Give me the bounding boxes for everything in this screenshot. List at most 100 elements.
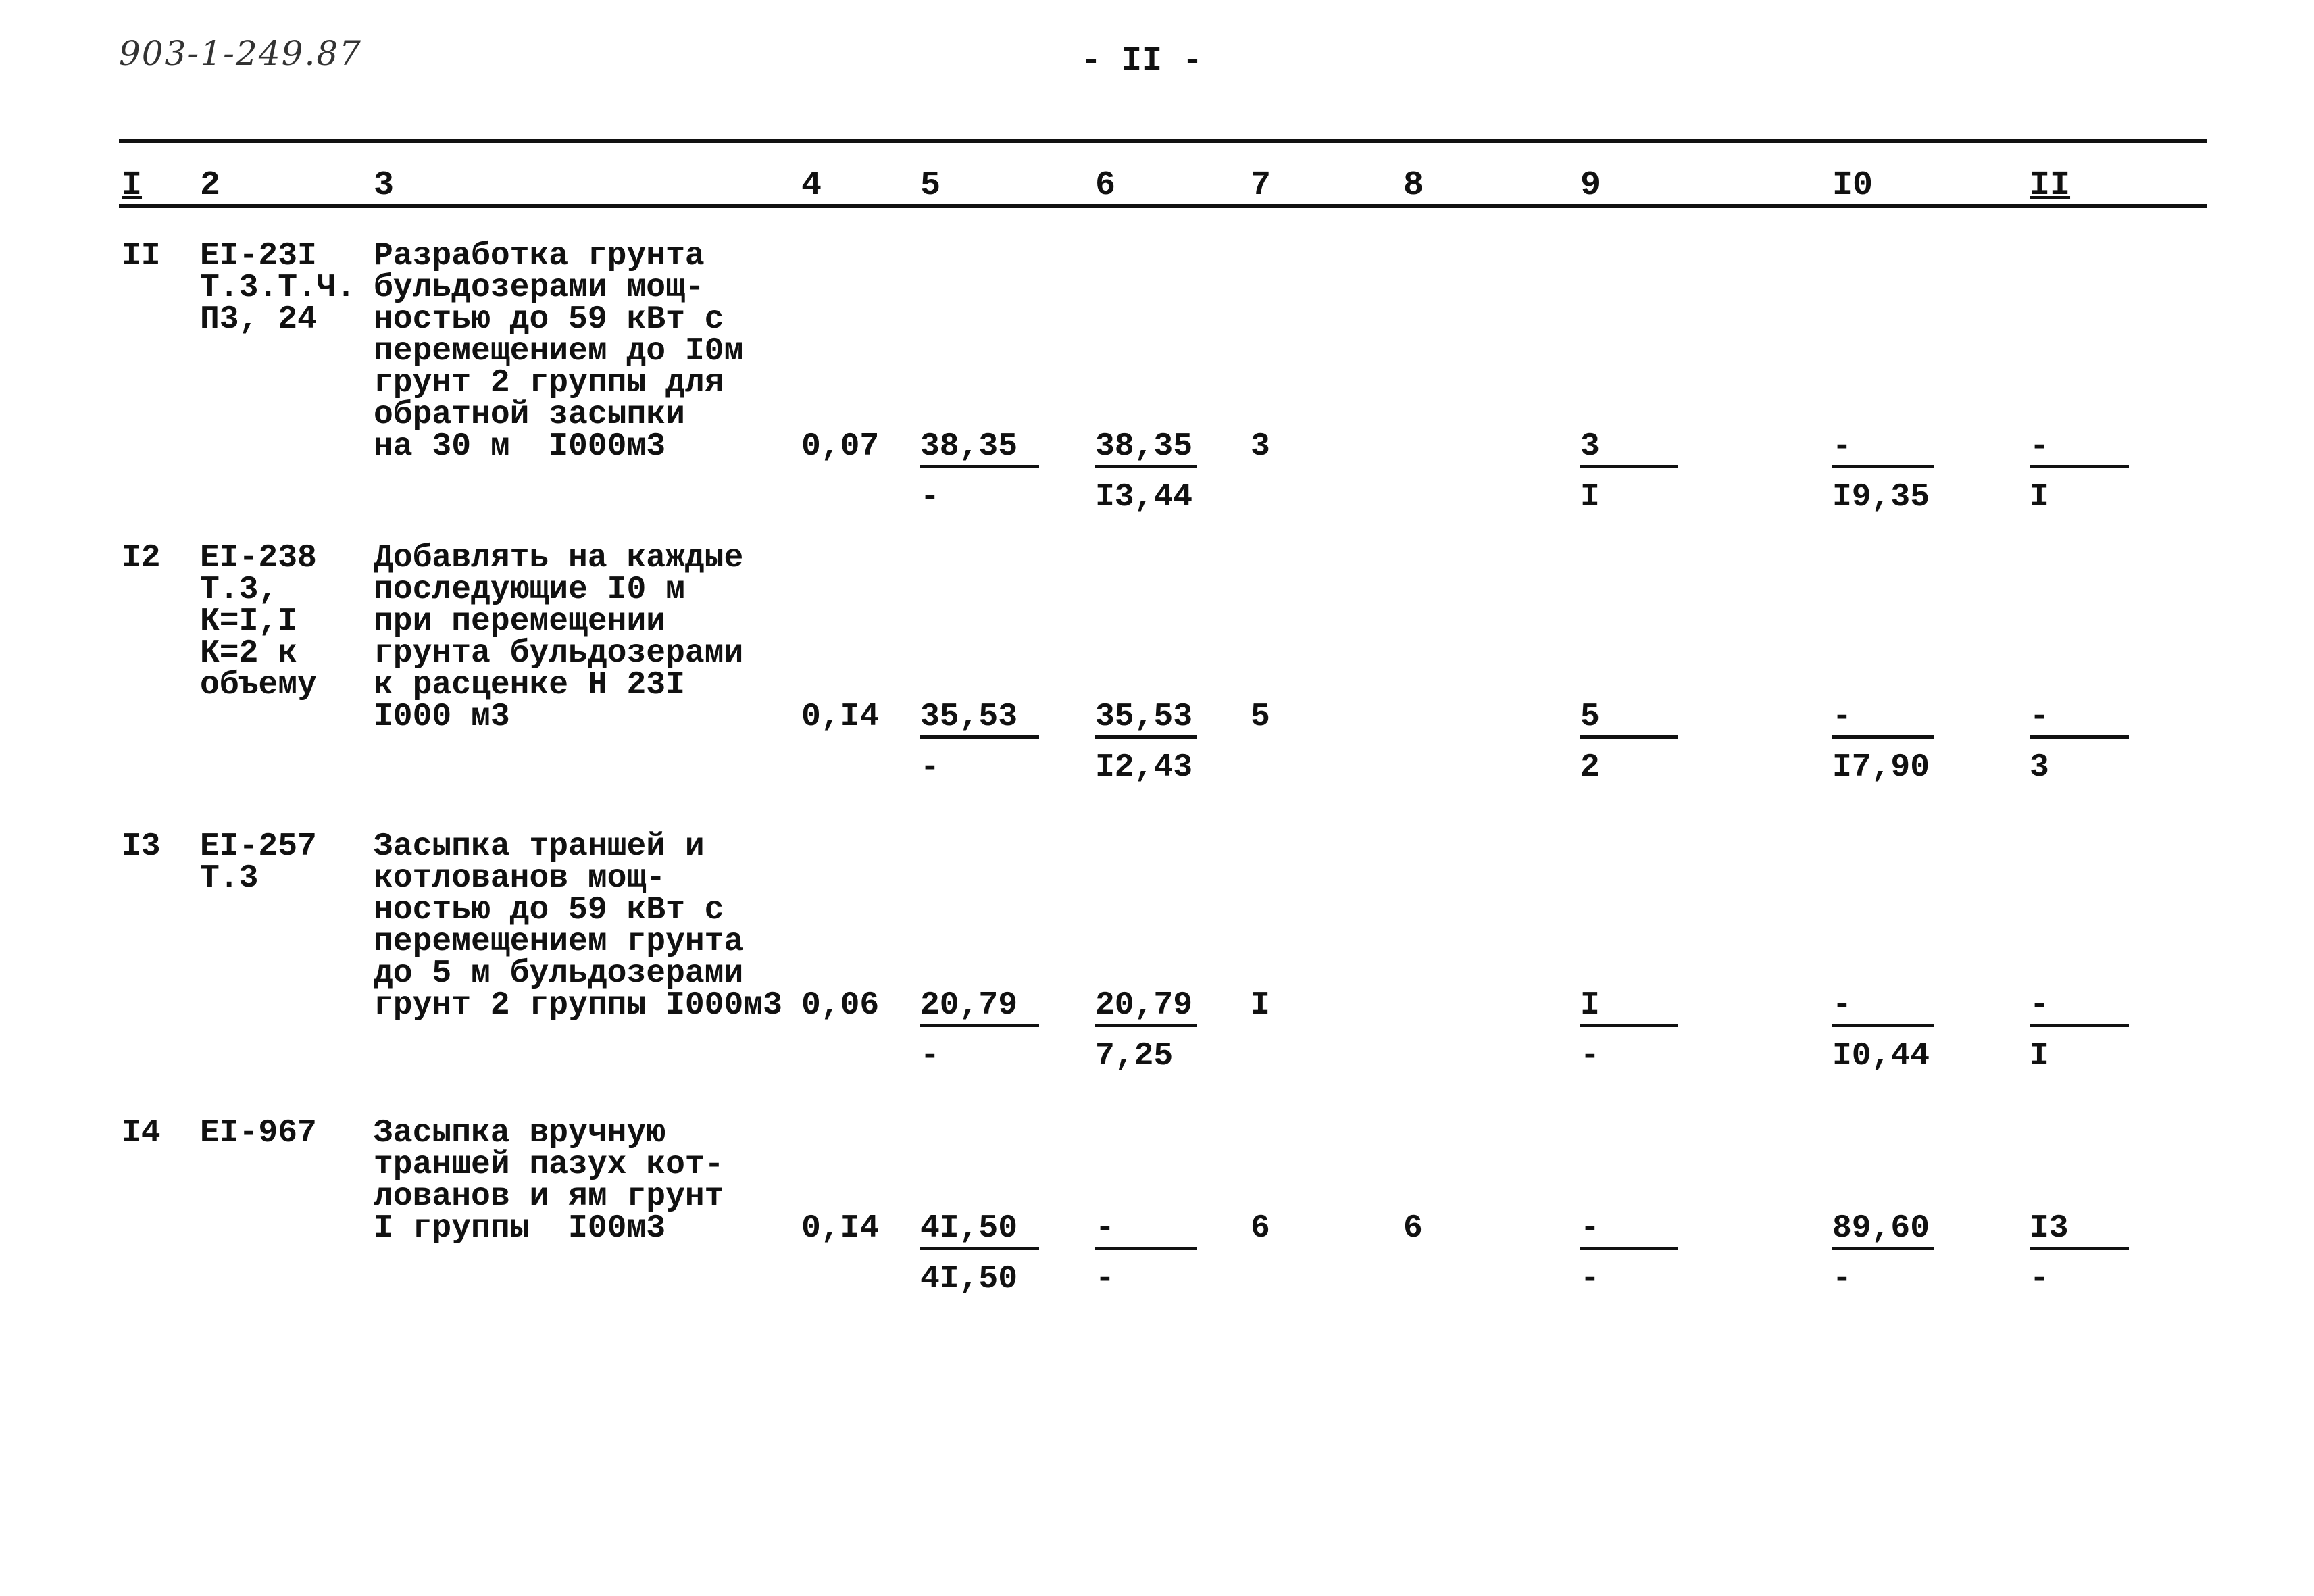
fraction-denominator: -: [1832, 1261, 1852, 1297]
row-number: I3: [122, 828, 161, 865]
fraction-numerator: -: [1580, 1212, 1678, 1250]
fraction-denominator: I3,44: [1095, 479, 1193, 516]
description-line: обратной засыпки: [374, 397, 685, 433]
fraction-denominator: I0,44: [1832, 1038, 1930, 1074]
fraction-c6: 35,53 I2,43: [1095, 701, 1197, 784]
rate-code-line: объему: [200, 667, 317, 703]
column-header-11: II: [2030, 166, 2071, 205]
column-header-7: 7: [1251, 166, 1272, 205]
fraction-denominator: I: [2030, 1038, 2049, 1074]
rate-code-line: К=2 к: [200, 635, 298, 672]
col-7-value: 5: [1251, 699, 1270, 735]
fraction-c5: 35,53 -: [920, 701, 1039, 784]
description-line: грунт 2 группы для: [374, 365, 724, 401]
fraction-c10: 89,60 -: [1832, 1212, 1934, 1297]
fraction-denominator: 2: [1580, 749, 1600, 786]
row-number: I2: [122, 540, 161, 576]
fraction-numerator: -: [2030, 430, 2129, 468]
fraction-numerator: 20,79: [920, 989, 1039, 1027]
fraction-numerator: 35,53: [920, 701, 1039, 739]
fraction-numerator: 35,53: [1095, 701, 1197, 739]
column-header-10: I0: [1832, 166, 1873, 205]
description-line: бульдозерами мощ-: [374, 270, 705, 306]
fraction-denominator: -: [1580, 1261, 1600, 1297]
column-header-5: 5: [920, 166, 941, 205]
description-line: перемещением грунта: [374, 924, 744, 960]
description-line: перемещением до I0м: [374, 333, 744, 370]
column-header-3: 3: [374, 166, 395, 205]
rate-code-line: EI-257: [200, 828, 317, 865]
row-number: I4: [122, 1115, 161, 1151]
col-7-value: 3: [1251, 428, 1270, 465]
fraction-numerator: -: [1832, 430, 1934, 468]
fraction-numerator: 4I,50: [920, 1212, 1039, 1250]
rate-code-line: EI-238: [200, 540, 317, 576]
fraction-c11: -I: [2030, 989, 2129, 1074]
description-line: последующие I0 м: [374, 572, 685, 608]
quantity: 0,07: [801, 428, 880, 465]
column-header-1: I: [122, 166, 143, 205]
document-code: 903-1-249.87: [119, 34, 362, 73]
column-header-2: 2: [200, 166, 221, 205]
description-line: траншей пазух кот-: [374, 1147, 724, 1183]
col-7-value: I: [1251, 987, 1270, 1024]
description-line: I000 м3: [374, 699, 510, 735]
rate-code-line: EI-967: [200, 1115, 317, 1151]
description-line: грунт 2 группы I000м3: [374, 987, 782, 1024]
rate-code-line: К=I,I: [200, 603, 298, 640]
table-top-rule: [119, 139, 2207, 143]
column-header-6: 6: [1095, 166, 1116, 205]
description-line: Добавлять на каждые: [374, 540, 744, 576]
col-7-value: 6: [1251, 1210, 1270, 1247]
row-number: II: [122, 238, 161, 274]
fraction-c9: I-: [1580, 989, 1678, 1074]
quantity: 0,I4: [801, 699, 880, 735]
fraction-c11: I3 -: [2030, 1212, 2129, 1297]
fraction-denominator: I: [1580, 479, 1600, 516]
fraction-denominator: -: [920, 479, 940, 516]
description-line: ностью до 59 кВт с: [374, 892, 724, 928]
description-line: I группы I00м3: [374, 1210, 666, 1247]
column-header-8: 8: [1403, 166, 1424, 205]
fraction-denominator: -: [1580, 1038, 1600, 1074]
fraction-c6: --: [1095, 1212, 1197, 1297]
fraction-numerator: -: [1832, 989, 1934, 1027]
fraction-denominator: 7,25: [1095, 1038, 1174, 1074]
quantity: 0,06: [801, 987, 880, 1024]
fraction-numerator: I: [1580, 989, 1678, 1027]
fraction-numerator: -: [2030, 701, 2129, 739]
fraction-c10: - I7,90: [1832, 701, 1934, 784]
description-line: лованов и ям грунт: [374, 1178, 724, 1215]
fraction-c5: 38,35 -: [920, 430, 1039, 516]
rate-code-line: Т.3: [200, 860, 259, 897]
quantity: 0,I4: [801, 1210, 880, 1247]
fraction-c6: 20,79 7,25: [1095, 989, 1197, 1074]
description-line: при перемещении: [374, 603, 666, 640]
page-number: - II -: [1081, 42, 1203, 80]
fraction-numerator: -: [2030, 989, 2129, 1027]
fraction-numerator: -: [1832, 701, 1934, 739]
fraction-numerator: 38,35: [1095, 430, 1197, 468]
fraction-denominator: -: [2030, 1261, 2049, 1297]
description-line: Засыпка траншей и: [374, 828, 705, 865]
description-line: ностью до 59 кВт с: [374, 301, 724, 338]
description-line: к расценке Н 23I: [374, 667, 685, 703]
fraction-denominator: -: [1095, 1261, 1115, 1297]
fraction-numerator: -: [1095, 1212, 1197, 1250]
col-8-value: 6: [1403, 1210, 1423, 1247]
fraction-numerator: 20,79: [1095, 989, 1197, 1027]
column-header-4: 4: [801, 166, 822, 205]
description-line: грунта бульдозерами: [374, 635, 744, 672]
description-line: Разработка грунта: [374, 238, 705, 274]
fraction-denominator: 4I,50: [920, 1261, 1018, 1297]
fraction-c6: 38,35 I3,44: [1095, 430, 1197, 516]
fraction-denominator: -: [920, 1038, 940, 1074]
fraction-c11: -3: [2030, 701, 2129, 784]
rate-code-line: П3, 24: [200, 301, 317, 338]
fraction-denominator: I7,90: [1832, 749, 1930, 786]
rate-code-line: Т.3.Т.Ч.: [200, 270, 356, 306]
fraction-denominator: I2,43: [1095, 749, 1193, 786]
fraction-c10: - I9,35: [1832, 430, 1934, 514]
fraction-c5: 20,79 -: [920, 989, 1039, 1074]
